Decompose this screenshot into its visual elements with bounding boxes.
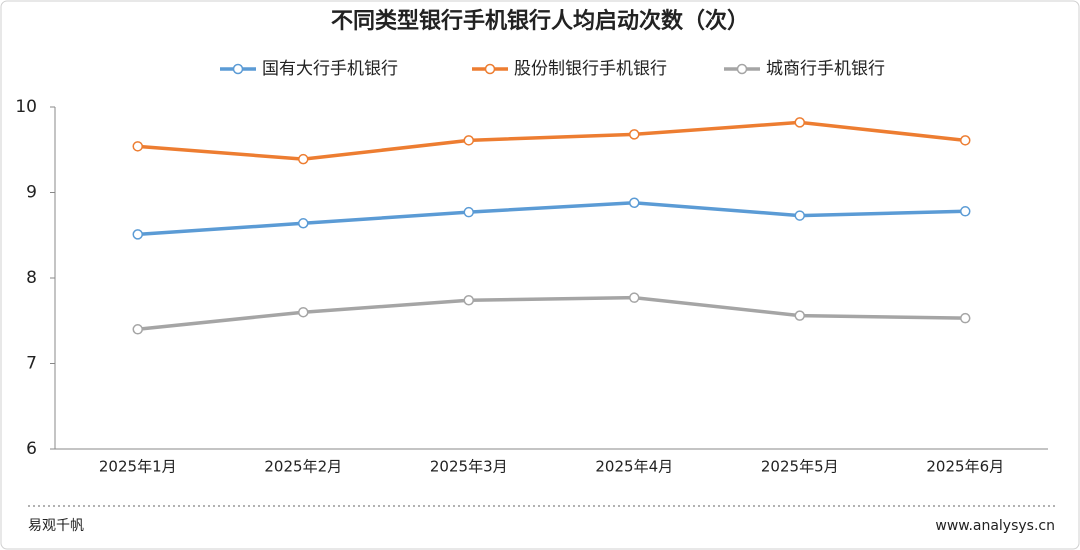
legend-marker [736,63,748,75]
legend-marker [484,63,496,75]
series-line [137,120,966,161]
data-point [960,312,971,324]
data-point [629,197,640,209]
legend-marker [232,63,244,75]
footer-source: 易观千帆 [28,518,84,534]
data-point [463,206,474,218]
legend-label: 城商行手机银行 [766,59,885,79]
data-point [794,117,805,128]
data-point [960,135,971,146]
x-tick-label: 2025年6月 [926,458,1004,476]
y-tick-label: 7 [26,354,37,374]
x-tick-label: 2025年1月 [99,458,177,476]
x-tick-label: 2025年4月 [595,458,673,476]
data-point [463,135,474,146]
footer-url: www.analysys.cn [935,518,1055,534]
data-point [463,294,474,306]
data-point [794,210,805,221]
y-tick-label: 10 [15,97,37,117]
data-point [298,218,309,229]
data-point [132,229,143,240]
series-line [137,201,966,237]
data-point [298,306,309,318]
x-tick-label: 2025年2月 [264,458,342,476]
data-point [132,141,143,152]
data-point [629,292,640,303]
chart-title: 不同类型银行手机银行人均启动次数（次） [331,8,749,34]
y-tick-label: 8 [26,268,37,288]
y-tick-label: 9 [26,183,37,203]
legend-label: 国有大行手机银行 [262,59,398,79]
data-point [960,206,971,217]
data-point [132,324,143,335]
series-line [137,295,966,332]
x-tick-label: 2025年5月 [761,458,839,476]
legend-label: 股份制银行手机银行 [514,59,667,79]
data-point [298,153,309,165]
y-tick-label: 6 [26,439,37,459]
data-point [629,129,640,140]
x-tick-label: 2025年3月 [430,458,508,476]
data-point [794,310,805,321]
